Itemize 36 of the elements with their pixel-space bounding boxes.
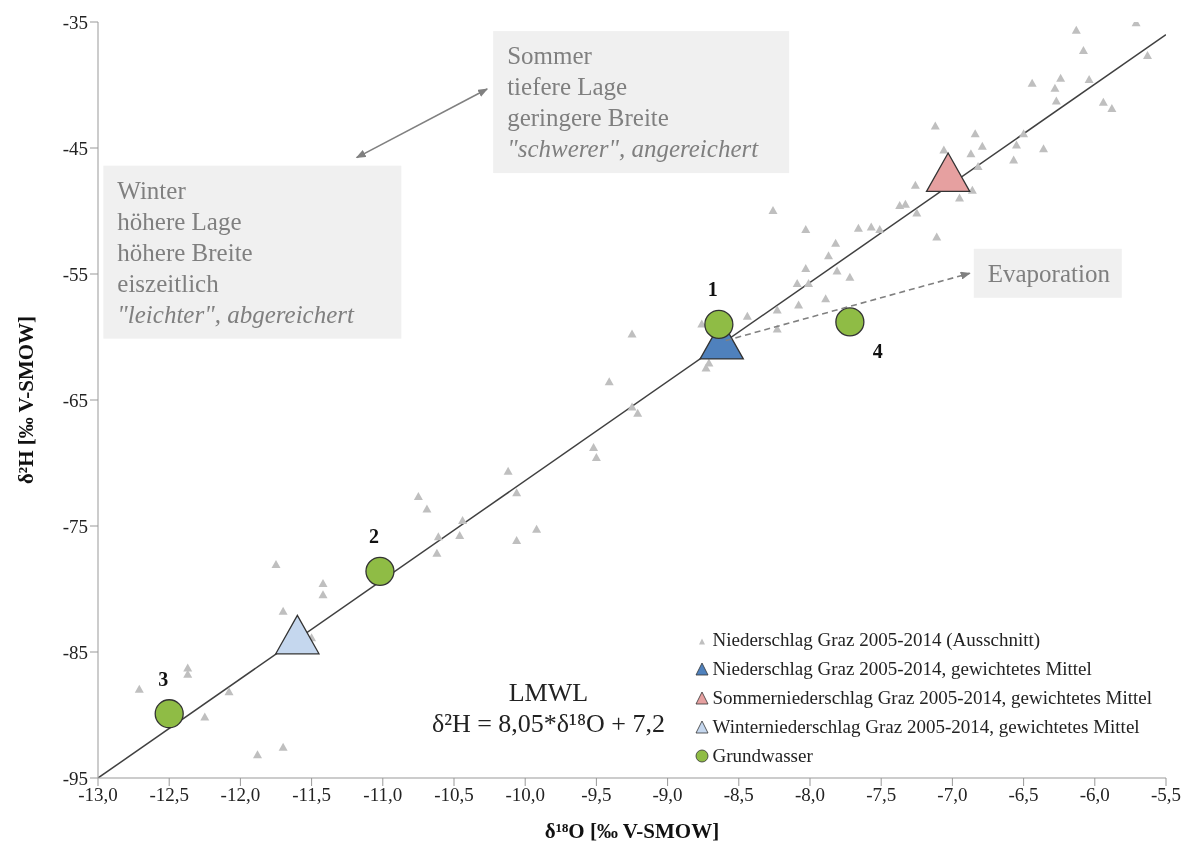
x-tick-label: -12,5 (149, 784, 189, 806)
legend-label: Niederschlag Graz 2005-2014 (Ausschnitt) (712, 628, 1041, 652)
y-tick-label: -85 (62, 641, 88, 663)
x-tick-label: -7,0 (937, 784, 968, 806)
annotation: 1 (707, 278, 718, 301)
x-tick-label: -12,0 (220, 784, 261, 806)
x-tick-label: -9,5 (581, 784, 612, 806)
x-tick-label: -11,5 (292, 784, 332, 806)
y-tick-label: -75 (62, 515, 88, 537)
annotation: 4 (872, 339, 883, 362)
x-axis-title: δ¹⁸O [‰ V-SMOW] (544, 819, 720, 843)
annotation: Evaporation (987, 259, 1111, 287)
x-tick-label: -7,5 (866, 784, 897, 806)
x-tick-label: -11,0 (363, 784, 403, 806)
annotation: Sommer tiefere Lage geringere Breite "schwerer", angereichert (507, 42, 760, 163)
y-axis-title: δ²H [‰ V-SMOW] (14, 315, 39, 485)
y-tick-label: -65 (62, 389, 88, 411)
x-tick-label: -8,0 (794, 784, 826, 806)
legend-label: Grundwasser (712, 744, 813, 768)
x-tick-label: -9,0 (652, 784, 683, 806)
x-tick-label: -10,0 (505, 784, 545, 806)
legend-label: Sommerniederschlag Graz 2005-2014, gewichtetes Mittel (712, 686, 1152, 710)
x-tick-label: -8,5 (723, 784, 754, 806)
y-tick-label: -35 (62, 11, 88, 33)
annotation: 2 (368, 525, 379, 548)
y-tick-label: -55 (62, 263, 88, 285)
annotation: LMWL δ²H = 8,05*δ¹⁸O + 7,2 (431, 678, 665, 739)
x-tick-label: -6,5 (1008, 784, 1039, 806)
x-tick-label: -5,5 (1150, 784, 1182, 806)
y-tick-label: -45 (62, 137, 88, 159)
x-tick-label: -6,0 (1079, 784, 1110, 806)
legend-label: Niederschlag Graz 2005-2014, gewichtetes Mittel (712, 657, 1092, 681)
annotation: 3 (158, 667, 169, 690)
x-tick-label: -10,5 (434, 784, 474, 806)
annotation: Winter höhere Lage höhere Breite eiszeitlich "leichter", abgereichert (117, 176, 356, 328)
legend-label: Winterniederschlag Graz 2005-2014, gewichtetes Mittel (712, 715, 1140, 739)
